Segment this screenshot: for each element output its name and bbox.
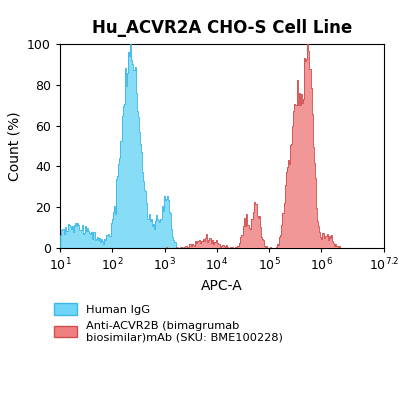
Legend: Human IgG, Anti-ACVR2B (bimagrumab
biosimilar)mAb (SKU: BME100228): Human IgG, Anti-ACVR2B (bimagrumab biosi… xyxy=(50,298,287,347)
Title: Hu_ACVR2A CHO-S Cell Line: Hu_ACVR2A CHO-S Cell Line xyxy=(92,19,352,37)
Polygon shape xyxy=(60,44,384,248)
X-axis label: APC-A: APC-A xyxy=(201,279,243,293)
Polygon shape xyxy=(60,44,384,248)
Y-axis label: Count (%): Count (%) xyxy=(8,111,22,181)
